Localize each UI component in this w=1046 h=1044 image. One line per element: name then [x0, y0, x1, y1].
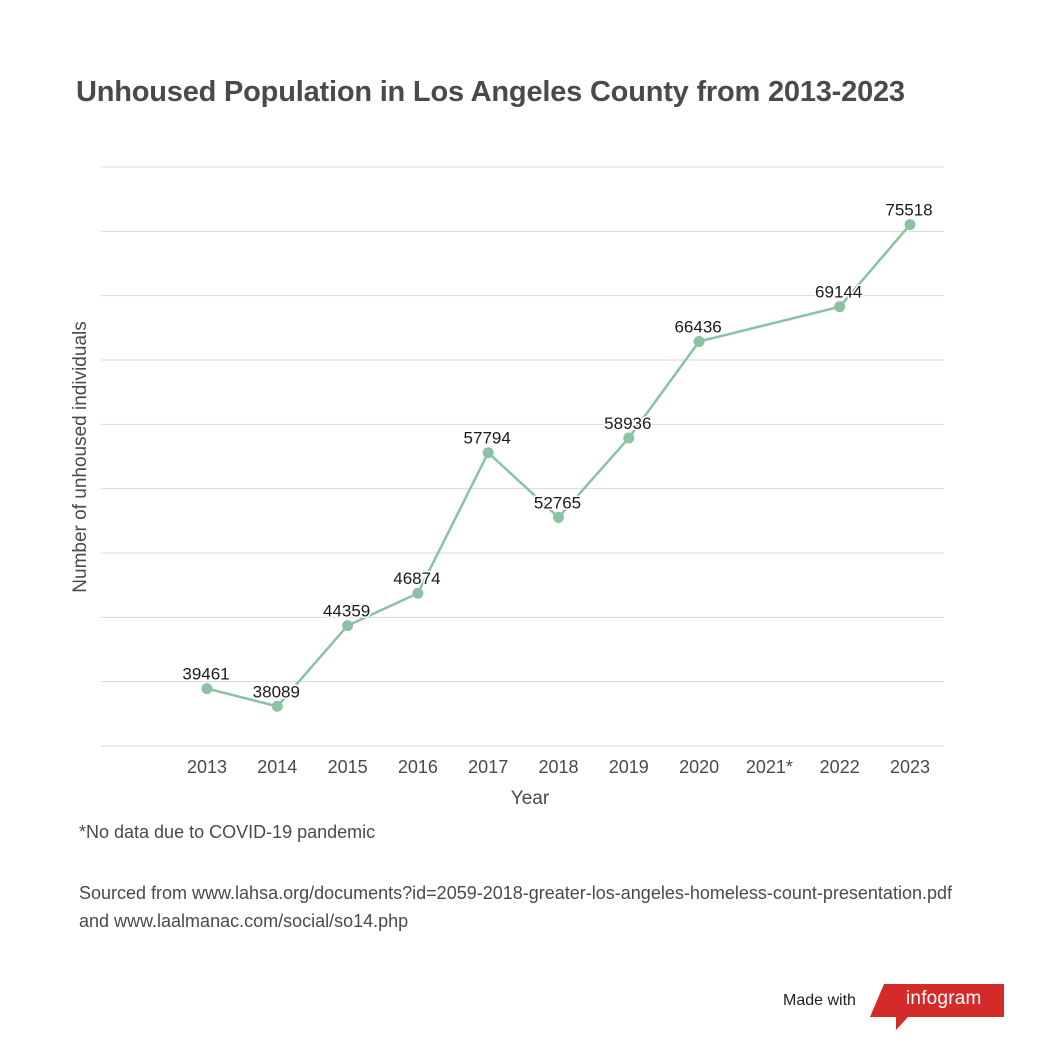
x-axis-ticks: 2013 2014 2015 2016 2017 2018 2019 2020 2021* 202…: [187, 757, 930, 777]
data-point[interactable]: [271, 700, 283, 712]
line-chart: 39461 38089 44359 46874 57794 52765 58936 66436…: [70, 166, 944, 809]
data-points: [201, 219, 916, 712]
chart-title: Unhoused Population in Los Angeles Count…: [76, 76, 905, 108]
data-point[interactable]: [342, 620, 354, 632]
data-label: 75518: [885, 201, 932, 220]
data-label: 66436: [674, 318, 721, 337]
x-tick-label: 2018: [538, 757, 578, 777]
x-axis-label: Year: [511, 788, 550, 809]
data-point[interactable]: [693, 336, 705, 348]
series-line: [206, 223, 911, 708]
data-point[interactable]: [553, 511, 564, 523]
x-tick-label: 2017: [468, 757, 508, 777]
data-point[interactable]: [412, 587, 424, 599]
data-labels: 39461 38089 44359 46874 57794 52765 58936 66436…: [181, 199, 934, 703]
data-point[interactable]: [904, 219, 916, 231]
x-tick-label: 2013: [187, 757, 227, 777]
x-tick-label: 2014: [257, 757, 297, 777]
infogram-logo-text: infogram: [906, 988, 982, 1009]
data-point[interactable]: [482, 447, 494, 459]
source-note: Sourced from www.lahsa.org/documents?id=…: [79, 883, 952, 931]
footnote: *No data due to COVID-19 pandemic: [79, 822, 376, 842]
data-label: 38089: [253, 682, 300, 701]
data-label: 44359: [323, 602, 370, 621]
x-tick-label: 2023: [890, 757, 930, 777]
data-label: 46874: [393, 569, 440, 588]
infogram-logo-shape: [870, 984, 1004, 1030]
data-point[interactable]: [834, 301, 846, 313]
x-tick-label: 2016: [398, 757, 438, 777]
gridlines: [101, 166, 944, 747]
infogram-logo[interactable]: infogram: [870, 984, 1004, 1030]
data-label: 57794: [464, 429, 511, 448]
data-label: 39461: [182, 665, 229, 684]
data-point[interactable]: [623, 432, 635, 444]
x-tick-label: 2021*: [746, 757, 793, 777]
x-tick-label: 2022: [820, 757, 860, 777]
data-label: 52765: [534, 493, 581, 512]
data-point[interactable]: [201, 683, 213, 695]
data-label: 69144: [815, 283, 862, 302]
made-with-text: Made with: [783, 992, 856, 1009]
x-tick-label: 2019: [609, 757, 649, 777]
data-label: 58936: [604, 414, 651, 433]
x-tick-label: 2015: [328, 757, 368, 777]
x-tick-label: 2020: [679, 757, 719, 777]
y-axis-label: Number of unhoused individuals: [70, 321, 91, 592]
